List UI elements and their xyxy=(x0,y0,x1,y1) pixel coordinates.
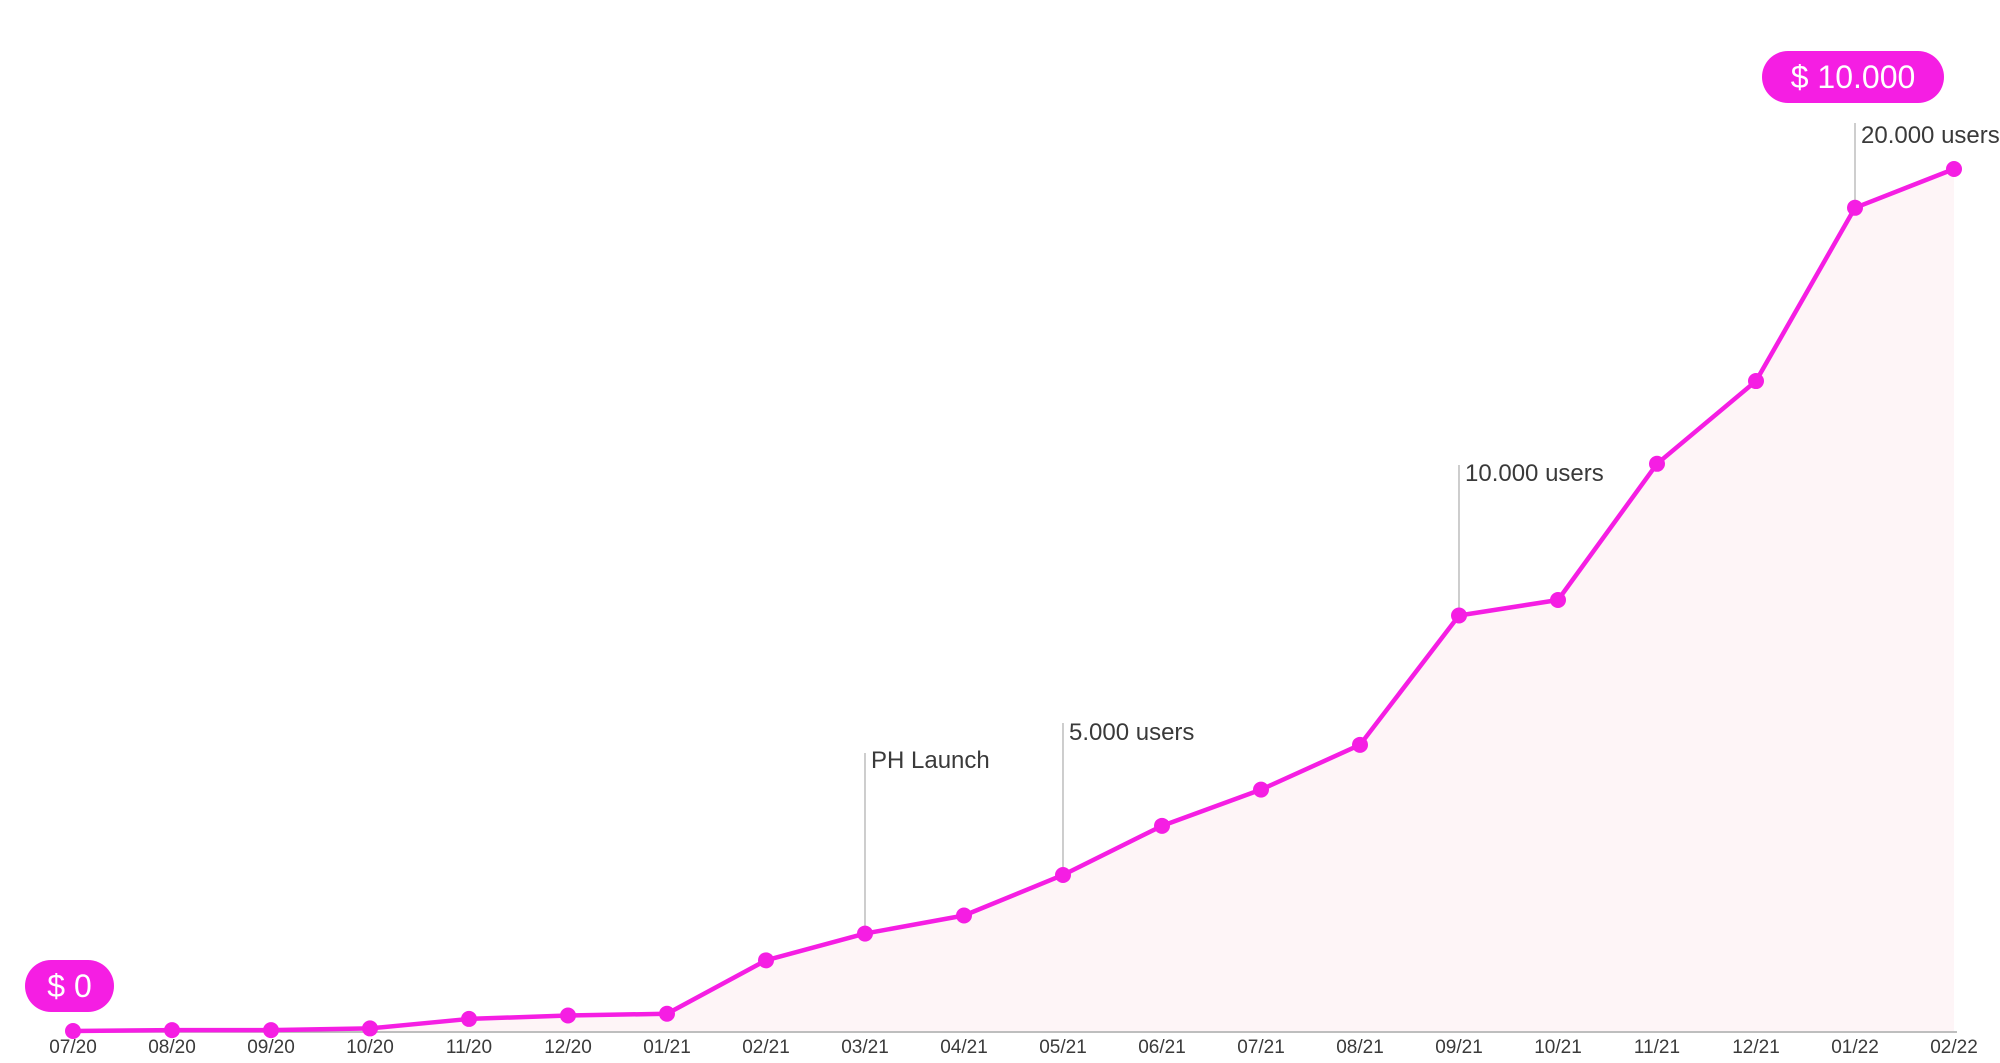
data-point xyxy=(263,1022,279,1039)
data-point xyxy=(1253,781,1269,798)
x-tick-label: 06/21 xyxy=(1138,1037,1186,1058)
x-tick-label: 12/20 xyxy=(544,1037,592,1058)
data-point xyxy=(65,1023,81,1039)
data-point xyxy=(461,1010,477,1027)
data-point xyxy=(1055,866,1071,883)
start-value-badge xyxy=(25,960,114,1012)
area-fill xyxy=(73,169,1954,1031)
data-point xyxy=(1847,199,1863,216)
x-tick-label: 11/21 xyxy=(1634,1037,1680,1058)
data-point xyxy=(362,1020,378,1037)
x-tick-label: 04/21 xyxy=(940,1037,988,1058)
data-point xyxy=(1946,161,1962,177)
data-point xyxy=(164,1022,180,1039)
data-point xyxy=(956,907,972,924)
x-tick-label: 05/21 xyxy=(1039,1037,1087,1058)
data-point xyxy=(1154,817,1170,834)
x-tick-label: 10/20 xyxy=(346,1037,394,1058)
x-tick-label: 03/21 xyxy=(841,1037,889,1058)
x-tick-label: 01/21 xyxy=(643,1037,691,1058)
data-point xyxy=(1649,455,1665,472)
series-line xyxy=(70,166,1957,1034)
data-point xyxy=(1550,592,1566,608)
x-tick-label: 08/20 xyxy=(148,1037,196,1058)
data-point xyxy=(659,1005,675,1022)
x-tick-label: 12/21 xyxy=(1732,1037,1780,1058)
data-point xyxy=(857,925,873,942)
annotation-label: 5.000 users xyxy=(1069,719,1194,746)
x-tick-label: 08/21 xyxy=(1336,1037,1384,1058)
x-tick-label: 11/20 xyxy=(446,1037,492,1058)
annotation-label: 10.000 users xyxy=(1465,460,1604,487)
annotation-label: 20.000 users xyxy=(1861,122,2000,149)
end-value-badge xyxy=(1762,51,1944,103)
data-point xyxy=(1352,736,1368,753)
data-point xyxy=(560,1007,576,1024)
x-tick-label: 01/22 xyxy=(1831,1037,1879,1058)
x-tick-label: 10/21 xyxy=(1534,1037,1582,1058)
data-point xyxy=(1451,607,1467,624)
x-tick-label: 02/21 xyxy=(742,1037,790,1058)
data-point xyxy=(1748,373,1764,390)
x-tick-label: 02/22 xyxy=(1930,1037,1978,1058)
end-value-label: $ 10.000 xyxy=(1791,59,1916,95)
x-tick-label: 07/20 xyxy=(49,1037,97,1058)
data-point xyxy=(758,952,774,969)
x-tick-label: 09/21 xyxy=(1435,1037,1483,1058)
annotation-label: PH Launch xyxy=(871,747,990,774)
x-tick-label: 09/20 xyxy=(247,1037,295,1058)
start-value-label: $ 0 xyxy=(47,968,91,1004)
x-tick-label: 07/21 xyxy=(1237,1037,1285,1058)
